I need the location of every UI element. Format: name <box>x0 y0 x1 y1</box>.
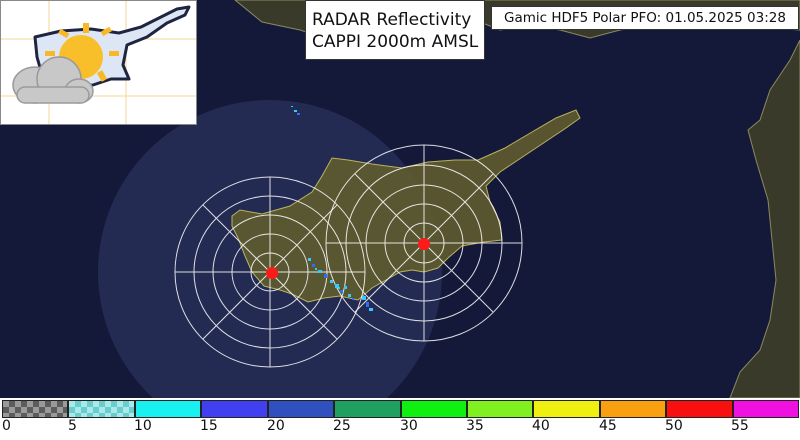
legend-swatch <box>400 400 467 418</box>
legend-tick: 5 <box>68 418 77 434</box>
precipitation-echoes <box>291 106 373 311</box>
legend-ticks: 0 5 10 15 20 25 30 35 40 45 50 55 <box>0 418 800 440</box>
product-title-box: RADAR Reflectivity CAPPI 2000m AMSL <box>305 0 485 60</box>
cyprus-sun-cloud-icon <box>1 1 196 124</box>
levant-coastline <box>729 39 800 398</box>
product-title-line1: RADAR Reflectivity <box>312 10 472 30</box>
legend-swatch <box>599 400 667 418</box>
logo-panel <box>0 0 197 125</box>
legend-swatch <box>732 400 800 418</box>
legend-swatch <box>666 400 733 418</box>
legend-swatch <box>267 400 335 418</box>
legend-tick: 35 <box>466 418 484 434</box>
east-radar-site <box>418 238 430 250</box>
legend-swatch <box>2 400 69 418</box>
legend-swatch <box>533 400 600 418</box>
legend-swatch <box>68 400 135 418</box>
reflectivity-legend: 0 5 10 15 20 25 30 35 40 45 50 55 <box>0 398 800 440</box>
legend-swatch <box>134 400 202 418</box>
legend-tick: 10 <box>134 418 152 434</box>
legend-swatch <box>334 400 401 418</box>
legend-tick: 45 <box>599 418 617 434</box>
timestamp-label: Gamic HDF5 Polar PFO: 01.05.2025 03:28 <box>491 6 799 30</box>
legend-tick: 30 <box>400 418 418 434</box>
west-radar-site <box>266 267 278 279</box>
legend-tick: 55 <box>731 418 749 434</box>
legend-swatch <box>201 400 268 418</box>
legend-tick: 20 <box>267 418 285 434</box>
legend-tick: 15 <box>200 418 218 434</box>
legend-tick: 25 <box>333 418 351 434</box>
legend-tick: 50 <box>665 418 683 434</box>
product-title-line2: CAPPI 2000m AMSL <box>312 32 479 52</box>
legend-tick: 40 <box>532 418 550 434</box>
legend-swatch <box>466 400 534 418</box>
legend-color-bar <box>2 400 800 418</box>
legend-tick: 0 <box>2 418 11 434</box>
